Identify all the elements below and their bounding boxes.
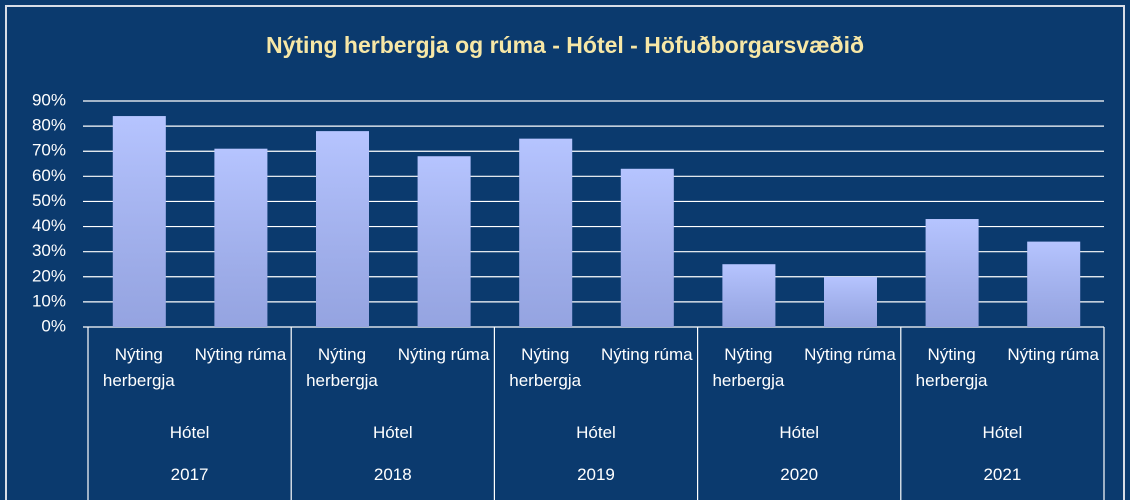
bar-shade xyxy=(1027,241,1081,327)
bar-shade xyxy=(824,276,877,327)
x-tick-label: Nýting herbergja xyxy=(712,345,785,390)
frame xyxy=(5,5,1125,500)
bar-shade xyxy=(214,148,268,327)
y-tick-label: 10% xyxy=(32,291,66,310)
x-tick-label: Nýting herbergja xyxy=(915,345,988,390)
group-label: Hótel xyxy=(576,423,616,442)
y-tick-label: 50% xyxy=(32,191,66,210)
year-label: 2018 xyxy=(373,465,412,484)
y-tick-label: 70% xyxy=(32,141,66,160)
x-tick-label: Nýting herbergja xyxy=(509,345,582,390)
y-tick-label: 30% xyxy=(32,241,66,260)
group-label: Hótel xyxy=(982,423,1023,442)
year-label: 2017 xyxy=(170,465,209,484)
x-tick-label: Nýting herbergja xyxy=(306,345,378,390)
chart-title: Nýting herbergja og rúma - Hótel - Höfuð… xyxy=(266,32,864,58)
year-label: 2021 xyxy=(983,465,1022,484)
bar-shade xyxy=(316,131,369,327)
y-tick-label: 0% xyxy=(41,316,66,335)
x-tick-label: Nýting rúma xyxy=(600,345,693,364)
bar-shade xyxy=(417,156,471,327)
y-tick-label: 20% xyxy=(32,266,66,285)
bar-shade xyxy=(925,219,979,327)
year-label: 2020 xyxy=(780,465,819,484)
x-tick-label: Nýting rúma xyxy=(804,345,896,364)
x-tick-label: Nýting herbergja xyxy=(102,345,175,390)
group-label: Hótel xyxy=(169,423,210,442)
y-tick-label: 40% xyxy=(32,216,66,235)
group-label: Hótel xyxy=(372,423,413,442)
bar-shade xyxy=(620,168,674,327)
y-tick-label: 90% xyxy=(32,90,66,109)
y-tick-label: 60% xyxy=(32,166,66,185)
year-label: 2019 xyxy=(577,465,615,484)
x-tick-label: Nýting rúma xyxy=(1007,345,1099,364)
x-tick-label: Nýting rúma xyxy=(397,345,490,364)
group-label: Hótel xyxy=(779,423,820,442)
bar-shade xyxy=(112,116,166,327)
x-tick-label: Nýting rúma xyxy=(194,345,287,364)
bar-shade xyxy=(519,138,573,327)
bar-shade xyxy=(722,264,776,327)
y-tick-label: 80% xyxy=(32,116,66,135)
